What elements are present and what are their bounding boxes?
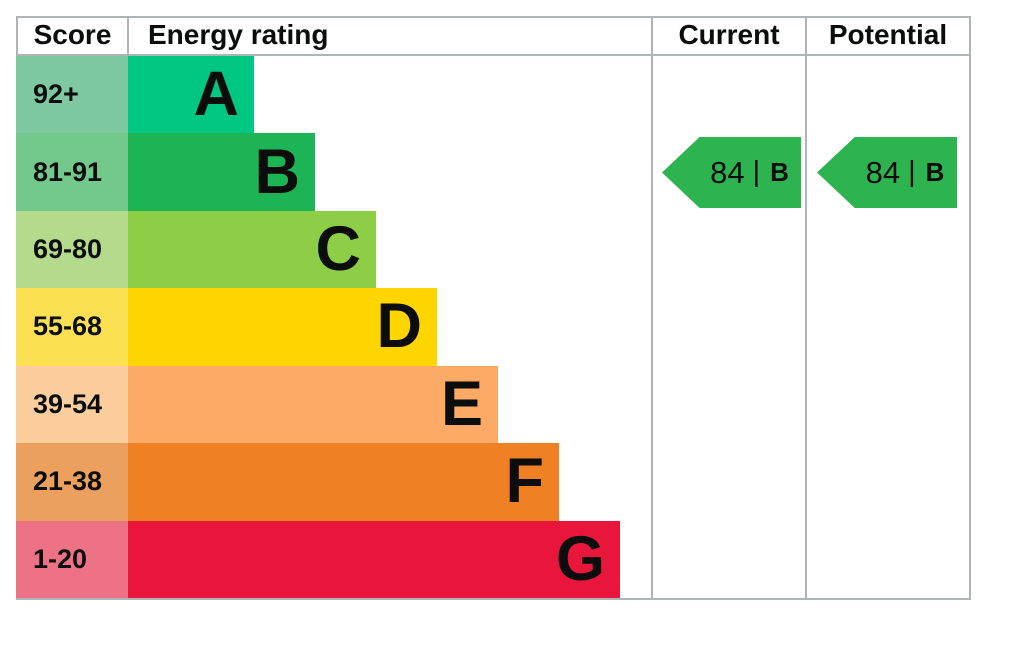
rating-bar-d: D — [128, 288, 437, 366]
header-score: Score — [33, 19, 112, 50]
rating-letter: B — [254, 136, 301, 207]
band-row-e: 39-54 E — [16, 365, 969, 444]
table-border-top — [16, 16, 971, 18]
rating-letter: A — [193, 59, 240, 130]
band-row-a: 92+ A — [16, 56, 969, 134]
rating-separator: | — [752, 156, 761, 188]
header-current: Current — [678, 19, 780, 50]
rating-letter: F — [505, 446, 544, 517]
rating-bar-g: G — [128, 520, 620, 598]
table-border-current-divider — [651, 16, 653, 600]
rating-separator: | — [908, 156, 916, 188]
current-rating-score: 84 — [710, 154, 745, 190]
rating-letter: C — [315, 214, 362, 285]
current-rating-band: B — [770, 157, 789, 187]
rating-letter: E — [440, 368, 483, 439]
band-row-b: 81-91 B — [16, 133, 969, 211]
band-row-g: 1-20 G — [16, 520, 969, 598]
band-row-f: 21-38 F — [16, 443, 969, 521]
table-border-right — [969, 16, 971, 600]
header-energy-rating: Energy rating — [148, 19, 329, 50]
band-row-c: 69-80 C — [16, 210, 969, 289]
rating-bands: 92+ A 81-91 B 69-80 C 55-68 D 39-54 — [16, 56, 969, 598]
score-range-cell: 21-38 — [16, 443, 128, 521]
header-potential: Potential — [828, 19, 948, 50]
score-range-cell: 92+ — [16, 56, 128, 134]
score-range-cell: 39-54 — [16, 365, 128, 444]
score-range-cell: 81-91 — [16, 133, 128, 211]
rating-letter: D — [376, 291, 423, 362]
rating-bar-c: C — [128, 210, 376, 289]
table-border-left — [16, 16, 18, 56]
table-border-score-divider — [127, 16, 129, 56]
rating-bar-e: E — [128, 365, 498, 444]
band-row-d: 55-68 D — [16, 288, 969, 366]
table-border-potential-divider — [805, 16, 807, 600]
score-range-cell: 55-68 — [16, 288, 128, 366]
score-range-cell: 69-80 — [16, 210, 128, 289]
potential-rating-band: B — [925, 157, 945, 187]
rating-bar-f: F — [128, 443, 559, 521]
potential-rating-score: 84 — [865, 154, 901, 190]
score-range-cell: 1-20 — [16, 520, 128, 598]
table-border-bottom — [16, 598, 971, 600]
table-border-header-bottom — [16, 54, 971, 56]
rating-bar-a: A — [128, 56, 254, 134]
rating-letter: G — [555, 523, 605, 594]
rating-bar-b: B — [128, 133, 315, 211]
